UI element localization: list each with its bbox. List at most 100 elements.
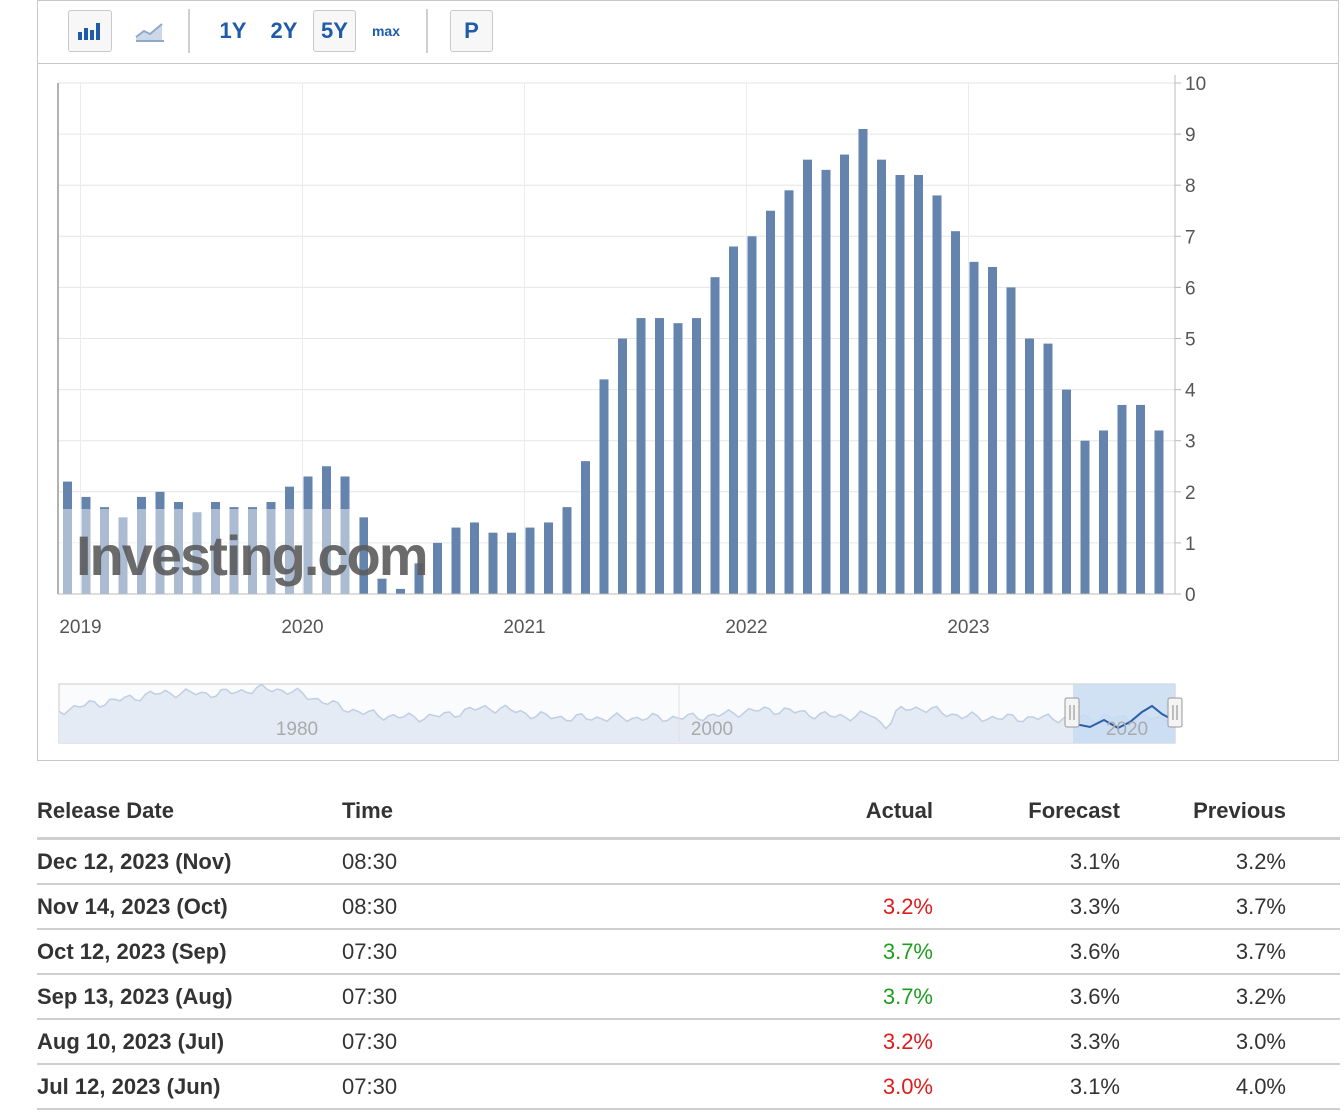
chart-bar[interactable]	[1099, 430, 1108, 594]
y-tick-label: 4	[1185, 381, 1196, 402]
chart-bar[interactable]	[433, 542, 442, 594]
forecast-cell: 3.1%	[933, 1064, 1120, 1110]
chart-bar[interactable]	[692, 318, 701, 594]
chart-bar[interactable]	[211, 502, 220, 594]
watermark-logo: Investing.com	[76, 524, 427, 587]
chart-bar[interactable]	[988, 266, 997, 594]
range-navigator[interactable]: 1980 2000 2020	[58, 683, 1183, 744]
chart-bar[interactable]	[969, 261, 979, 594]
actual-cell: 3.7%	[702, 974, 933, 1020]
chart-bar[interactable]	[525, 527, 535, 594]
chart-bar[interactable]	[285, 486, 294, 594]
chart-bar[interactable]	[914, 174, 923, 595]
time-cell: 07:30	[342, 929, 702, 975]
chart-bar[interactable]	[1062, 389, 1071, 594]
y-tick-label: 3	[1185, 432, 1196, 453]
table-row: Jul 12, 2023 (Jun) 07:30 3.0% 3.1% 4.0%	[37, 1064, 1340, 1110]
chart-bar[interactable]	[766, 210, 775, 594]
chart-bar[interactable]	[192, 512, 202, 594]
table-header-row: Release Date Time Actual Forecast Previo…	[37, 785, 1340, 840]
chart-bar[interactable]	[229, 507, 239, 594]
chart-bar[interactable]	[581, 461, 590, 594]
range-1y-button[interactable]: 1Y	[219, 18, 247, 43]
chart-bar[interactable]	[599, 379, 609, 594]
chart-bar[interactable]	[784, 190, 794, 594]
p-button[interactable]: P	[450, 10, 493, 52]
x-tick-label: 2021	[503, 617, 545, 638]
header-actual[interactable]: Actual	[702, 785, 933, 840]
y-tick-label: 10	[1185, 74, 1206, 95]
chart-bar[interactable]	[100, 507, 109, 594]
range-max-button[interactable]: max	[371, 23, 401, 39]
range-5y-button[interactable]: 5Y	[313, 10, 356, 52]
chart-bar[interactable]	[137, 496, 146, 594]
chart-bar[interactable]	[414, 563, 424, 594]
chart-bar[interactable]	[803, 159, 812, 594]
time-cell: 08:30	[342, 884, 702, 930]
chart-bar[interactable]	[1136, 404, 1145, 594]
header-time[interactable]: Time	[342, 785, 702, 840]
watermark-band	[60, 509, 360, 594]
chart-bar[interactable]	[877, 159, 886, 594]
chart-bar[interactable]	[266, 502, 276, 594]
chart-bar[interactable]	[895, 174, 905, 595]
table-row: Dec 12, 2023 (Nov) 08:30 3.1% 3.2%	[37, 838, 1340, 885]
chart-bar[interactable]	[322, 466, 331, 594]
chart-bar[interactable]	[544, 522, 553, 594]
chart-bar[interactable]	[507, 532, 516, 594]
chart-bar[interactable]	[1080, 440, 1090, 594]
forecast-cell: 3.3%	[933, 1019, 1120, 1065]
chart-bar[interactable]	[118, 517, 128, 594]
navigator-selection[interactable]	[1073, 684, 1175, 743]
forecast-cell: 3.6%	[933, 974, 1120, 1020]
chart-bar[interactable]	[840, 154, 849, 595]
x-tick-label: 2020	[281, 617, 323, 638]
header-release-date[interactable]: Release Date	[37, 785, 342, 840]
navigator-label: 1980	[276, 719, 318, 740]
chart-panel: 1Y 2Y 5Y max P	[37, 0, 1339, 761]
chart-bar[interactable]	[81, 496, 91, 594]
chart-bar[interactable]	[303, 476, 313, 594]
chart-bar[interactable]	[174, 502, 183, 594]
table-row: Aug 10, 2023 (Jul) 07:30 3.2% 3.3% 3.0%	[37, 1019, 1340, 1065]
header-forecast[interactable]: Forecast	[933, 785, 1120, 840]
chart-bar[interactable]	[377, 578, 387, 594]
chart-bar[interactable]	[747, 236, 757, 595]
chart-bar[interactable]	[636, 318, 646, 594]
actual-cell: 3.2%	[702, 1019, 933, 1065]
chart-bar[interactable]	[396, 588, 405, 594]
chart-bar[interactable]	[451, 527, 461, 594]
chart-bar[interactable]	[729, 246, 738, 594]
y-tick-label: 5	[1185, 330, 1196, 351]
chart-bar[interactable]	[340, 476, 350, 594]
chart-bar[interactable]	[1025, 338, 1034, 595]
chart-bar[interactable]	[710, 277, 720, 594]
chart-bar[interactable]	[858, 128, 868, 595]
chart-bar[interactable]	[618, 338, 627, 595]
chart-bar[interactable]	[932, 195, 942, 595]
navigator-left-handle[interactable]	[1064, 697, 1080, 728]
line-chart-button[interactable]	[128, 10, 172, 52]
bar-chart-button[interactable]	[68, 10, 112, 52]
chart-bar[interactable]	[655, 318, 664, 594]
chart-bar[interactable]	[1043, 343, 1053, 594]
chart-bar[interactable]	[155, 491, 165, 594]
chart-bar[interactable]	[359, 517, 368, 594]
chart-bar[interactable]	[562, 507, 572, 594]
chart-bar[interactable]	[248, 507, 257, 594]
chart-bar[interactable]	[1154, 430, 1164, 594]
chart-bar[interactable]	[1117, 404, 1127, 594]
y-tick-label: 1	[1185, 534, 1196, 555]
chart-bar[interactable]	[951, 231, 960, 594]
chart-bar[interactable]	[470, 522, 479, 594]
chart-bar[interactable]	[1006, 287, 1016, 594]
release-date-cell: Oct 12, 2023 (Sep)	[37, 929, 342, 975]
chart-bar[interactable]	[673, 323, 683, 594]
chart-bar[interactable]	[821, 169, 831, 594]
watermark: Investing.com	[60, 509, 429, 594]
chart-bar[interactable]	[488, 532, 498, 594]
header-previous[interactable]: Previous	[1120, 785, 1286, 840]
range-2y-button[interactable]: 2Y	[270, 18, 298, 43]
chart-bar[interactable]	[63, 481, 72, 594]
navigator-right-handle[interactable]	[1167, 697, 1183, 728]
